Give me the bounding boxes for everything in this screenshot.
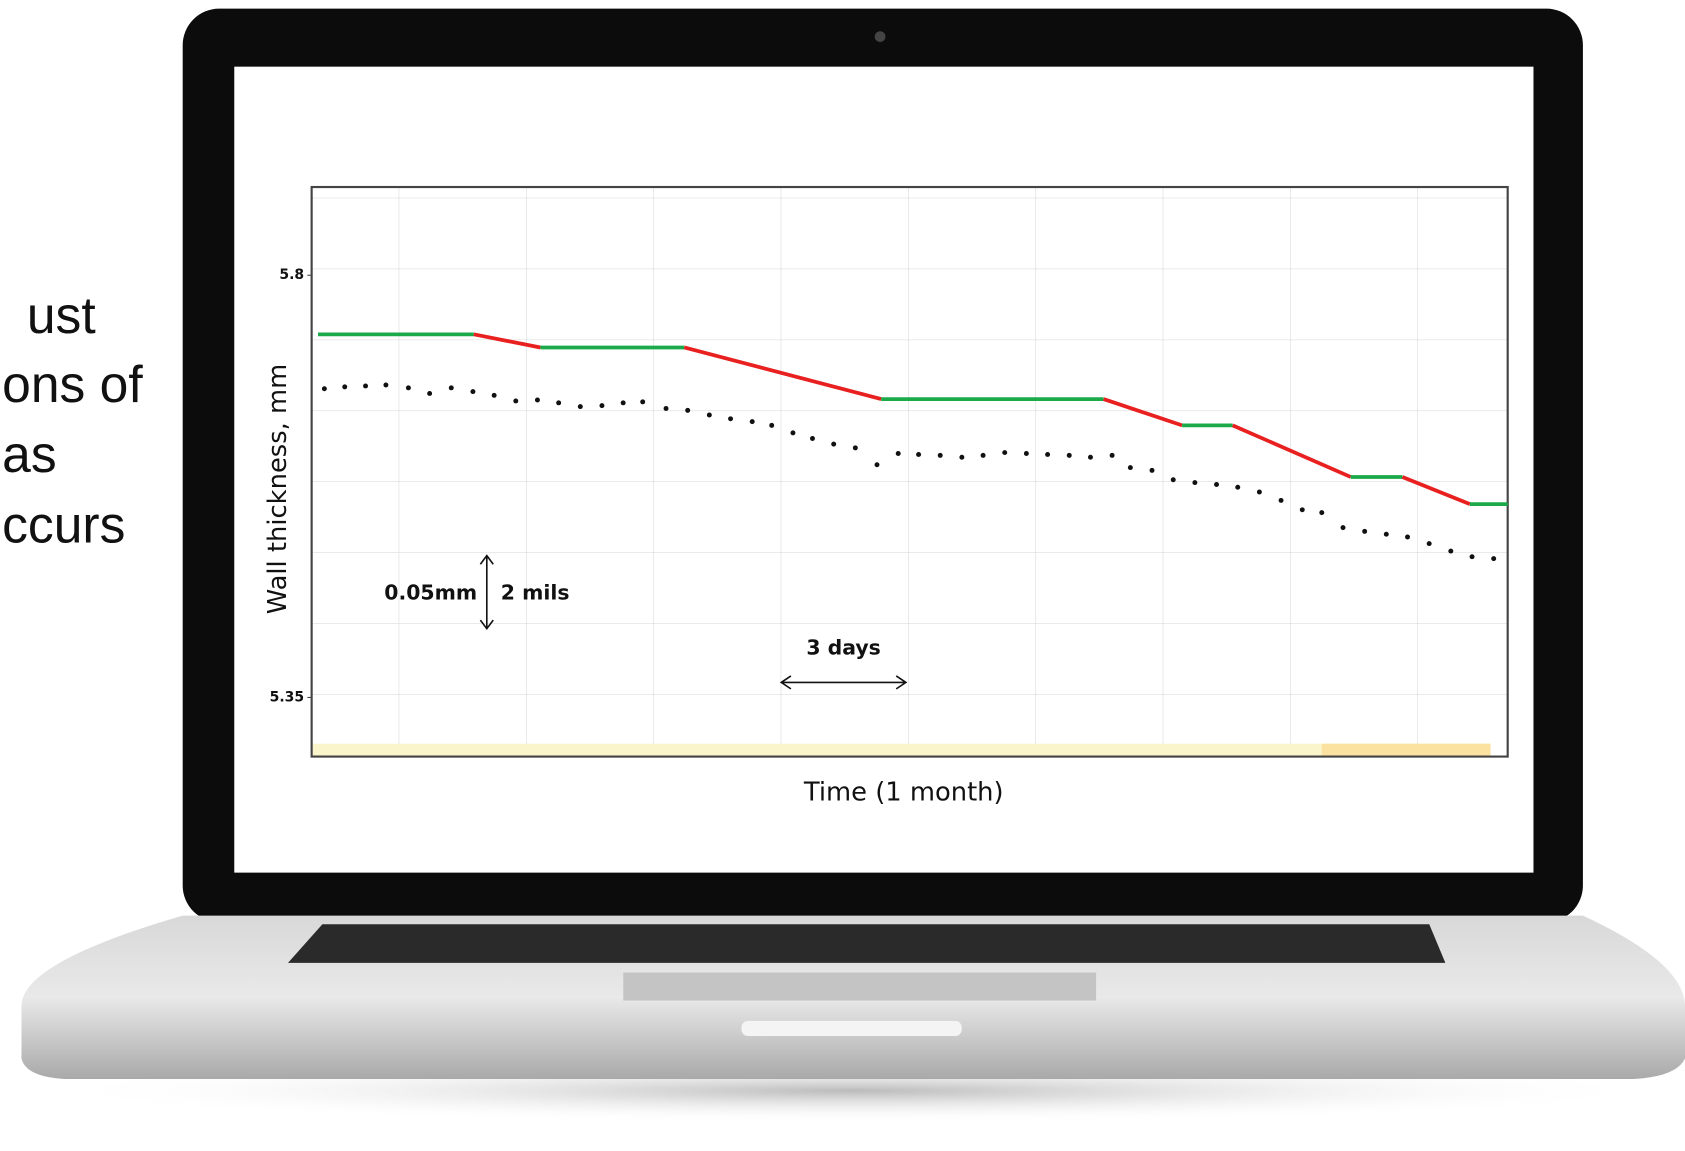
dot — [1149, 467, 1155, 473]
dot — [916, 451, 922, 457]
dot — [1299, 507, 1305, 513]
dot — [1278, 497, 1284, 503]
dot — [1340, 525, 1346, 531]
dot — [513, 398, 519, 404]
dot — [1256, 489, 1262, 495]
dot — [383, 382, 389, 388]
camera — [874, 31, 886, 42]
dot — [1469, 554, 1475, 560]
dot — [1088, 454, 1093, 460]
dot — [895, 451, 901, 456]
annotation: 3 days — [806, 635, 881, 659]
annotation: 0.05mm — [384, 581, 477, 605]
dot — [1405, 534, 1410, 540]
dot — [1362, 528, 1368, 534]
dot — [405, 385, 411, 391]
dot — [470, 389, 476, 395]
line-segment — [473, 332, 541, 350]
dot — [1383, 531, 1389, 537]
grid — [311, 187, 1508, 757]
notch — [741, 1020, 962, 1036]
dot — [534, 397, 540, 403]
dot — [363, 383, 369, 389]
annotation: 2 mils — [501, 581, 570, 605]
dot — [1319, 510, 1325, 516]
dot — [1214, 481, 1219, 487]
dot — [342, 384, 348, 390]
dot — [809, 436, 815, 441]
dot — [1491, 556, 1497, 562]
y-tick-label: 5.8 — [279, 267, 304, 283]
dot — [1235, 484, 1241, 490]
arrow — [479, 554, 494, 631]
dot — [1192, 480, 1198, 486]
dot — [1170, 477, 1176, 483]
dot — [1023, 451, 1029, 456]
y-tick-label: 5.35 — [270, 689, 304, 705]
dot — [831, 441, 837, 447]
dot — [1426, 541, 1432, 547]
x-axis-label: Time (1 month) — [803, 778, 1004, 808]
dot — [1109, 452, 1115, 458]
dot — [1066, 452, 1072, 458]
dot — [749, 419, 755, 425]
dot — [1127, 465, 1133, 471]
line-segment — [1401, 475, 1471, 506]
dot — [980, 452, 986, 458]
dot — [685, 407, 691, 413]
dot — [491, 392, 497, 398]
plot-frame — [310, 185, 1509, 758]
dot — [790, 430, 796, 436]
dot — [728, 416, 734, 422]
dot — [556, 400, 562, 406]
line-segment — [1231, 423, 1352, 479]
dot — [1045, 451, 1051, 457]
dot — [706, 412, 712, 418]
trackpad — [623, 972, 1097, 1001]
dot — [1448, 548, 1454, 554]
dot — [663, 405, 669, 411]
dot — [1002, 450, 1008, 456]
band — [312, 743, 1491, 757]
dot — [620, 400, 626, 406]
side-text: ccurs — [2, 496, 125, 554]
line-segment — [1103, 397, 1183, 428]
dot — [448, 385, 454, 391]
dot — [577, 404, 583, 410]
dot — [937, 452, 943, 458]
dot — [427, 390, 433, 396]
dot — [769, 422, 775, 428]
dot — [640, 399, 646, 405]
band — [1321, 743, 1491, 757]
side-text: as — [2, 425, 56, 483]
y-axis-label: Wall thickness, mm — [263, 364, 293, 615]
dot — [852, 445, 858, 451]
line-segment — [683, 345, 882, 401]
dot — [959, 454, 965, 460]
dot — [874, 462, 880, 468]
side-text: ust — [27, 286, 96, 344]
keyboard — [287, 924, 1446, 963]
dot — [321, 386, 327, 392]
dot — [599, 403, 605, 409]
arrow — [779, 675, 908, 690]
side-text: ons of — [2, 355, 143, 413]
